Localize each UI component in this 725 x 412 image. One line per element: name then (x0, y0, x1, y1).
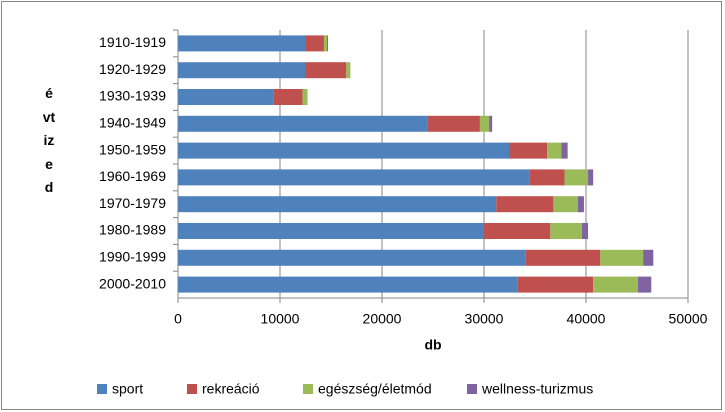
bar-segment (600, 249, 644, 266)
y-tick-label: 1970-1979 (99, 195, 166, 211)
y-axis-label: évtized (42, 85, 56, 195)
legend-label: egészség/életmód (318, 381, 432, 397)
bar-segment (178, 223, 484, 239)
bar-segment (178, 276, 518, 293)
bar-segment (638, 276, 652, 293)
legend-swatch (303, 384, 313, 394)
bar-segment (178, 62, 306, 79)
bar-segment (346, 62, 351, 79)
bar-segment (323, 35, 328, 52)
x-tick-label: 30000 (465, 311, 504, 327)
bar-segment (593, 276, 639, 293)
y-tick-label: 1980-1989 (99, 222, 166, 238)
bar-segment (517, 276, 594, 293)
bar-segment (564, 169, 589, 186)
bar-segment (479, 115, 490, 132)
y-tick-label: 2000-2010 (99, 275, 166, 291)
x-tick-label: 50000 (669, 311, 708, 327)
legend-label: wellness-turizmus (481, 381, 593, 397)
bar-segment (529, 169, 565, 186)
bar-segment (178, 89, 274, 105)
bar-segment (643, 249, 654, 266)
bar-segment (178, 169, 530, 186)
legend-swatch (467, 384, 477, 394)
bar-segment (509, 142, 548, 159)
legend-swatch (187, 384, 197, 394)
y-tick-label: 1940-1949 (99, 115, 166, 131)
bar-segment (550, 223, 582, 239)
x-tick-label: 0 (174, 311, 182, 327)
legend-label: sport (112, 381, 143, 397)
x-tick-label: 40000 (567, 311, 606, 327)
bar-segment (273, 89, 303, 105)
bar-segment (178, 35, 307, 52)
bar-segment (525, 249, 601, 266)
y-tick-label: 1950-1959 (99, 141, 166, 157)
bar-segment (547, 142, 562, 159)
x-tick-label: 10000 (261, 311, 300, 327)
y-tick-label: 1920-1929 (99, 61, 166, 77)
bar-segment (178, 115, 428, 132)
bar-segment (305, 62, 347, 79)
y-tick-label: 1990-1999 (99, 249, 166, 265)
bar-segment (581, 223, 589, 239)
bar-segment (302, 89, 308, 105)
bar-segment (553, 196, 578, 213)
bar-segment (496, 196, 554, 213)
y-tick-label: 1930-1939 (99, 88, 166, 104)
bar-segment (577, 196, 584, 213)
bar-segment (178, 196, 497, 213)
x-tick-label: 20000 (363, 311, 402, 327)
bar-segment (489, 115, 493, 132)
y-tick-label: 1910-1919 (99, 34, 166, 50)
bar-segment (561, 142, 568, 159)
bar-segment (327, 35, 329, 52)
bar-segment (306, 35, 324, 52)
legend-swatch (97, 384, 107, 394)
legend-label: rekreáció (202, 381, 260, 397)
bar-segment (588, 169, 594, 186)
bar-segment (484, 223, 551, 239)
x-axis-label: db (424, 337, 441, 353)
bar-segment (178, 142, 510, 159)
y-tick-label: 1960-1969 (99, 168, 166, 184)
bar-segment (427, 115, 480, 132)
bar-segment (178, 249, 526, 266)
